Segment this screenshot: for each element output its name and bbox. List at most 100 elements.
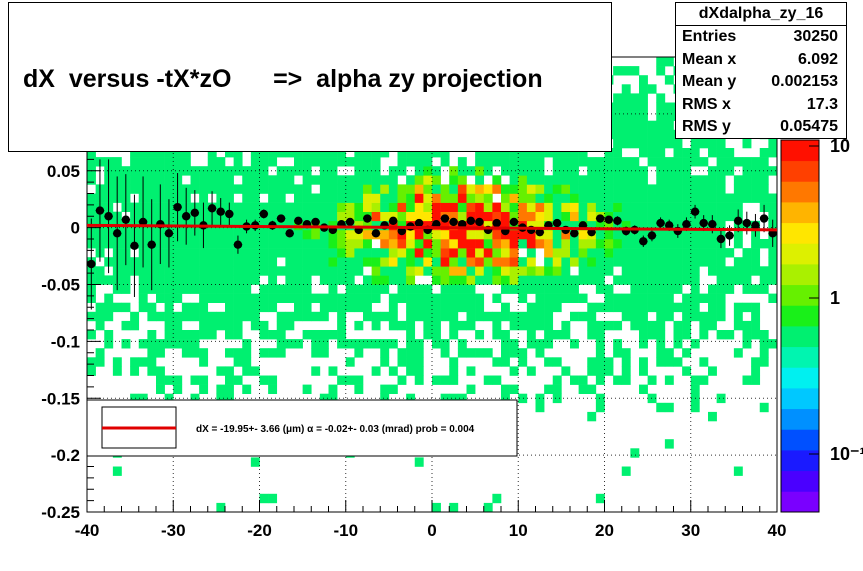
heatmap-cell [302,157,312,167]
profile-point [682,220,691,229]
heatmap-cell [207,257,217,267]
heatmap-cell [242,284,252,294]
heatmap-cell [466,229,476,240]
heatmap-cell [561,248,571,258]
heatmap-cell [268,239,278,249]
heatmap-cell [501,330,510,340]
heatmap-cell [716,157,726,167]
heatmap-cell [733,157,743,167]
heatmap-cell [621,111,631,121]
heatmap-cell [544,257,554,267]
heatmap-cell [621,138,631,149]
heatmap-cell [319,257,329,267]
heatmap-cell [216,284,226,294]
heatmap-cell [345,202,355,212]
heatmap-cell [639,357,648,367]
title-box: dX versus -tX*zO => alpha zy projection [8,2,612,152]
heatmap-cell [406,275,416,285]
heatmap-cell [449,284,459,294]
heatmap-cell [604,184,614,194]
heatmap-cell [423,148,433,158]
heatmap-cell [406,257,416,267]
heatmap-cell [285,275,295,285]
heatmap-cell [423,229,433,240]
profile-point [259,209,269,219]
heatmap-cell [414,193,424,203]
heatmap-cell [587,157,597,167]
profile-point [87,259,96,269]
heatmap-cell [759,175,769,185]
heatmap-cell [716,293,726,303]
heatmap-cell [199,348,209,358]
heatmap-cell [440,339,450,349]
heatmap-cell [457,275,467,285]
heatmap-cell [337,293,347,303]
heatmap-cell [656,239,666,249]
heatmap-cell [518,293,528,303]
heatmap-cell [440,266,450,276]
heatmap-cell [319,193,329,203]
heatmap-cell [388,339,398,349]
heatmap-cell [354,229,364,240]
heatmap-cell [371,175,381,185]
heatmap-cell [690,275,700,285]
heatmap-cell [406,393,416,404]
heatmap-cell [673,138,683,149]
heatmap-cell [380,184,390,194]
heatmap-cell [708,248,717,258]
heatmap-cell [328,166,338,176]
heatmap-cell [95,266,105,276]
heatmap-cell [621,102,631,112]
heatmap-cell [630,293,640,303]
heatmap-cell [397,348,407,358]
heatmap-cell [475,348,485,358]
heatmap-cell [690,220,700,231]
heatmap-cell [250,266,260,276]
heatmap-cell [587,184,597,194]
color-scale-band [781,491,819,513]
heatmap-cell [181,157,191,167]
heatmap-cell [561,211,571,222]
heatmap-cell [526,284,536,294]
heatmap-cell [328,184,338,194]
heatmap-cell [630,211,640,222]
heatmap-cell [457,284,467,294]
heatmap-cell [388,266,398,276]
heatmap-cell [768,211,778,222]
heatmap-cell [457,166,467,176]
heatmap-cell [725,166,735,176]
heatmap-cell [432,248,441,258]
heatmap-cell [337,175,347,185]
heatmap-cell [466,239,476,249]
heatmap-cell [561,284,571,294]
heatmap-cell [328,384,338,394]
heatmap-cell [501,339,510,349]
heatmap-cell [656,320,666,331]
heatmap-cell [483,148,493,158]
heatmap-cell [656,129,666,140]
heatmap-cell [130,366,140,376]
heatmap-cell [328,266,338,276]
heatmap-cell [268,275,278,285]
heatmap-cell [570,239,579,249]
heatmap-cell [509,148,519,158]
heatmap-cell [509,266,519,276]
color-scale-label: 10 [830,136,850,156]
heatmap-cell [699,257,709,267]
heatmap-cell [501,239,510,249]
heatmap-cell [164,330,174,340]
heatmap-cell [449,202,459,212]
heatmap-cell [95,348,105,358]
heatmap-cell [432,320,441,331]
heatmap-cell [595,339,605,349]
heatmap-cell [595,302,605,313]
heatmap-cell [483,266,493,276]
stats-row-rms-x: RMS x 17.3 [682,95,838,113]
heatmap-cell [397,320,407,331]
heatmap-cell [199,357,209,367]
heatmap-cell [578,311,588,322]
heatmap-cell [595,229,605,240]
heatmap-cell [233,266,243,276]
heatmap-cell [708,193,717,203]
heatmap-cell [285,239,295,249]
